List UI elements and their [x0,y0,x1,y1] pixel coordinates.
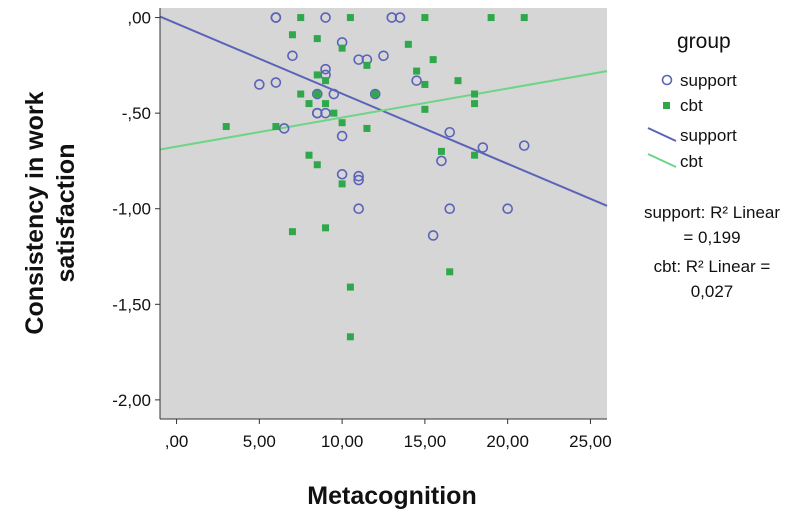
y-tick-label: -2,00 [112,391,151,410]
cbt-point [288,31,296,39]
legend-support-line [647,127,677,142]
y-tick-label: -,50 [122,104,151,123]
cbt-point [222,123,230,131]
legend-cbt-line-label: cbt [680,152,703,171]
cbt-point [446,268,454,276]
support-point [369,88,381,100]
support-point [320,107,331,119]
support-point [287,50,298,62]
x-tick-label: ,00 [165,432,189,451]
cbt-point [371,90,379,98]
support-point [444,203,456,215]
y-axis-title-line-2: satisfaction [52,144,80,283]
support-point [502,203,513,215]
cbt-point [313,35,321,43]
y-axis-title-line-1: Consistency in work [21,91,49,334]
x-tick-label: 10,00 [321,432,364,451]
cbt-point [330,109,338,117]
cbt-point [421,105,429,113]
support-point [427,230,439,241]
r2-annotations: support: R² Linear = 0,199 cbt: R² Linea… [644,203,780,301]
support-r2-line-1: support: R² Linear [644,203,780,222]
cbt-point [272,123,280,131]
legend: group support cbt support cbt [647,30,737,171]
cbt-point [322,77,330,85]
cbt-point [297,90,305,98]
cbt-point [520,14,528,22]
cbt-point [346,14,354,22]
cbt-point [338,180,346,188]
cbt-fit-line [159,70,608,151]
cbt-r2-line-1: cbt: R² Linear = [654,257,771,276]
support-point [411,75,422,86]
legend-cbt-label: cbt [680,96,703,115]
cbt-point [429,56,437,64]
support-point [311,88,323,100]
cbt-point [346,283,354,291]
cbt-point [471,151,479,159]
cbt-point [313,71,321,79]
x-tick-label: 15,00 [404,432,447,451]
support-point [436,155,447,167]
y-tick-label: ,00 [127,9,151,28]
support-r2-line-2: = 0,199 [683,228,740,247]
cbt-point [413,67,421,75]
support-point [254,79,265,90]
support-point [328,88,340,100]
cbt-point [305,151,313,159]
support-point [353,170,364,182]
plot-area [160,8,607,419]
support-point [320,12,331,23]
support-point [378,50,389,62]
support-point [336,130,348,142]
y-tick-label: -1,00 [112,200,151,219]
x-tick-label: 20,00 [486,432,529,451]
cbt-point [363,61,371,69]
cbt-point [437,147,445,155]
cbt-point [346,333,354,341]
support-point [444,126,456,138]
x-tick-label: 25,00 [569,432,612,451]
legend-support-line-label: support [680,126,737,145]
legend-title: group [677,30,731,53]
cbt-point [338,119,346,127]
legend-support-marker [661,74,673,86]
cbt-point [471,100,479,108]
cbt-point [338,44,346,52]
support-point [270,12,282,23]
support-point [270,77,282,88]
legend-cbt-line [647,153,677,168]
cbt-point [454,77,462,85]
cbt-point [322,224,330,232]
cbt-point [322,100,330,108]
support-point [518,140,530,151]
support-point [278,123,290,134]
cbt-r2-line-2: 0,027 [691,282,734,301]
legend-cbt-marker [663,102,670,109]
y-tick-label: -1,50 [112,295,151,314]
cbt-point [288,228,296,236]
support-point [394,12,406,23]
legend-support-label: support [680,71,737,90]
x-axis-title: Metacognition [307,482,476,510]
support-point [477,142,489,153]
support-point [336,169,348,180]
cbt-point [313,161,321,169]
cbt-point [421,14,429,22]
cbt-point [297,14,305,22]
cbt-point [305,100,313,108]
support-point [353,203,364,215]
cbt-point [421,80,429,88]
cbt-point [363,124,371,132]
support-point [320,63,331,75]
cbt-point [313,90,321,98]
support-point [353,174,364,186]
cbt-point [487,14,495,22]
x-tick-label: 5,00 [243,432,276,451]
cbt-point [404,40,412,48]
cbt-point [471,90,479,98]
